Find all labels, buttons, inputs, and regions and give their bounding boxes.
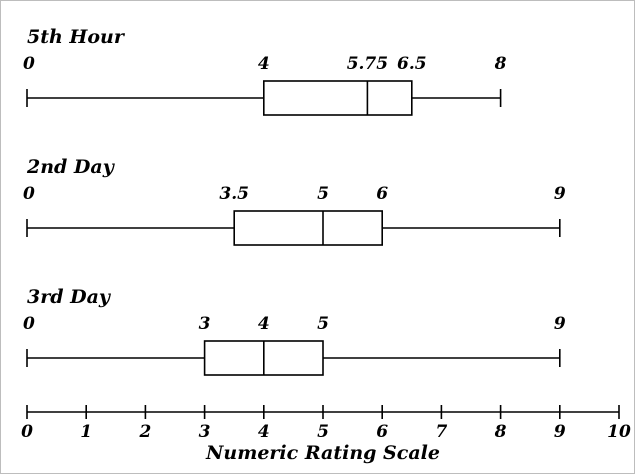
series-title-2nd-day: 2nd Day bbox=[26, 156, 116, 178]
x-tick-label-6: 6 bbox=[376, 422, 388, 442]
x-tick-label-5: 5 bbox=[317, 422, 329, 442]
value-label-3rd-day-4: 9 bbox=[554, 314, 566, 334]
x-tick-label-7: 7 bbox=[435, 422, 447, 442]
value-label-5th-hour-2: 5.75 bbox=[347, 54, 388, 74]
value-label-5th-hour-4: 8 bbox=[494, 54, 507, 74]
x-tick-label-3: 3 bbox=[199, 422, 211, 442]
value-label-2nd-day-4: 9 bbox=[554, 184, 566, 204]
series-title-5th-hour: 5th Hour bbox=[27, 26, 126, 48]
x-tick-label-1: 1 bbox=[80, 422, 92, 442]
value-label-2nd-day-2: 5 bbox=[317, 184, 329, 204]
value-label-2nd-day-1: 3.5 bbox=[219, 184, 249, 204]
x-tick-label-4: 4 bbox=[258, 422, 270, 442]
x-tick-label-0: 0 bbox=[21, 422, 33, 442]
value-label-5th-hour-3: 6.5 bbox=[397, 54, 427, 74]
box-5th-hour bbox=[262, 80, 413, 116]
value-label-5th-hour-0: 0 bbox=[23, 54, 35, 74]
x-tick-label-2: 2 bbox=[138, 422, 151, 442]
box-2nd-day bbox=[233, 210, 383, 246]
series-title-3rd-day: 3rd Day bbox=[27, 286, 112, 308]
value-label-3rd-day-1: 3 bbox=[199, 314, 211, 334]
x-axis-title: Numeric Rating Scale bbox=[205, 442, 440, 464]
x-tick-label-9: 9 bbox=[554, 422, 566, 442]
value-label-3rd-day-2: 4 bbox=[258, 314, 270, 334]
value-label-3rd-day-3: 5 bbox=[317, 314, 329, 334]
value-label-5th-hour-1: 4 bbox=[258, 54, 270, 74]
value-label-3rd-day-0: 0 bbox=[23, 314, 35, 334]
x-tick-label-10: 10 bbox=[607, 422, 631, 442]
value-label-2nd-day-3: 6 bbox=[376, 184, 388, 204]
value-label-2nd-day-0: 0 bbox=[23, 184, 35, 204]
x-tick-label-8: 8 bbox=[494, 422, 507, 442]
